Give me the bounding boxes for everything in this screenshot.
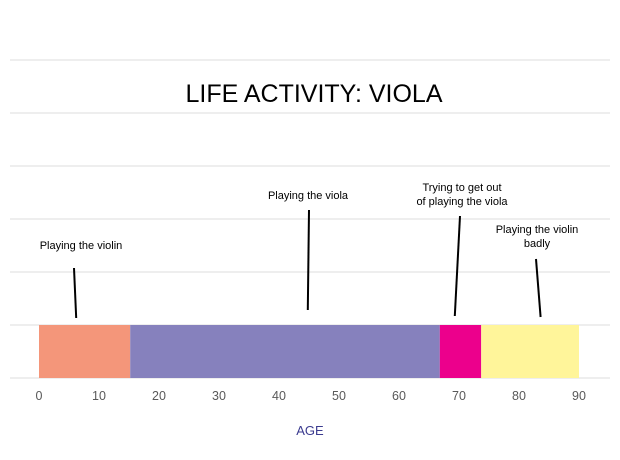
bar-segment-3: [481, 325, 579, 378]
annotation-leader-line: [73, 267, 78, 319]
bar-segment-2: [439, 325, 482, 378]
annotation-leader-line: [535, 258, 542, 318]
x-tick-label: 50: [332, 389, 346, 403]
annotation-label: badly: [524, 238, 551, 250]
annotation-label: Playing the viola: [268, 190, 349, 202]
x-tick-label: 60: [392, 389, 406, 403]
x-tick-label: 0: [36, 389, 43, 403]
bar-segment-1: [130, 325, 440, 378]
x-axis-label: AGE: [296, 423, 324, 438]
annotation-leader-line: [306, 209, 310, 311]
x-tick-label: 20: [152, 389, 166, 403]
x-tick-label: 90: [572, 389, 586, 403]
annotation-label: Trying to get out: [422, 182, 501, 194]
x-tick-label: 80: [512, 389, 526, 403]
bar-segments: [39, 325, 579, 378]
x-axis-ticks: 0 10 20 30 40 50 60 70 80 90: [36, 389, 586, 403]
annotations: Playing the violin Playing the viola Tryin…: [40, 182, 579, 252]
annotation-label: Playing the violin: [496, 224, 579, 236]
x-tick-label: 70: [452, 389, 466, 403]
x-tick-label: 40: [272, 389, 286, 403]
annotation-leader-line: [453, 215, 461, 317]
annotation-label: of playing the viola: [416, 196, 508, 208]
annotation-label: Playing the violin: [40, 240, 123, 252]
x-tick-label: 30: [212, 389, 226, 403]
annotation-leaders: [73, 209, 542, 319]
chart-title: LIFE ACTIVITY: VIOLA: [185, 80, 442, 108]
bar-segment-0: [39, 325, 131, 378]
x-tick-label: 10: [92, 389, 106, 403]
